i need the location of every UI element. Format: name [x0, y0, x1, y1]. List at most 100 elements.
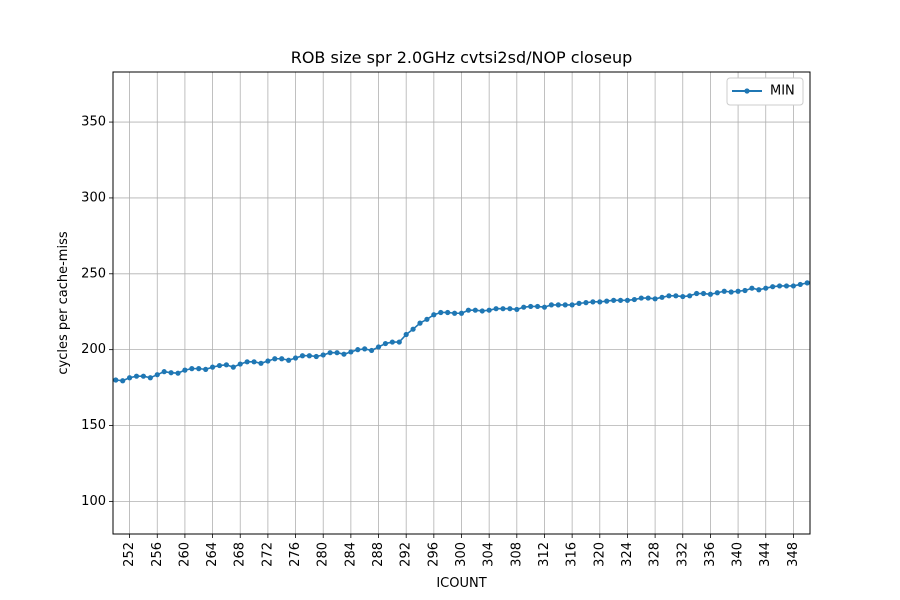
data-point — [258, 360, 264, 366]
data-point — [424, 316, 430, 322]
data-point — [196, 366, 202, 372]
data-point — [569, 302, 575, 308]
data-point — [687, 293, 693, 299]
data-point — [175, 370, 181, 376]
data-point — [804, 280, 810, 286]
data-point — [541, 304, 548, 310]
data-point — [797, 281, 803, 288]
data-point — [445, 309, 451, 316]
data-point — [327, 350, 333, 356]
data-point — [631, 296, 637, 303]
data-point — [140, 373, 147, 379]
y-axis-title: cycles per cache-miss — [56, 231, 71, 374]
data-point — [334, 350, 340, 356]
x-tick-label: 268 — [233, 542, 248, 567]
legend-marker-min — [744, 88, 750, 94]
y-tick-label: 100 — [81, 494, 106, 509]
data-point — [493, 306, 499, 312]
data-point — [500, 306, 506, 312]
y-tick-label: 150 — [81, 418, 106, 433]
chart-title: ROB size spr 2.0GHz cvtsi2sd/NOP closeup — [291, 48, 633, 67]
data-point — [721, 288, 727, 294]
x-tick-label: 284 — [343, 542, 358, 567]
data-point — [216, 362, 223, 369]
data-point — [113, 377, 119, 383]
data-point — [396, 339, 402, 345]
data-point — [479, 308, 485, 314]
data-point — [790, 283, 797, 289]
x-tick-label: 304 — [482, 542, 497, 567]
x-tick-label: 296 — [426, 542, 441, 567]
data-point — [147, 375, 153, 381]
data-point — [555, 302, 561, 308]
x-axis: 252 256 260 264 268 272 276 280 284 288 292 296 300 3… — [122, 534, 801, 567]
x-tick-label: 312 — [537, 542, 552, 567]
x-tick-label: 332 — [675, 542, 690, 567]
data-point — [161, 369, 167, 375]
data-point — [244, 359, 250, 365]
x-tick-label: 344 — [758, 542, 773, 567]
data-point — [562, 302, 568, 308]
data-point — [728, 289, 734, 295]
data-point — [528, 303, 534, 310]
y-axis: 100 150 200 250 300 350 — [81, 115, 113, 509]
data-point — [348, 349, 354, 355]
data-point — [576, 300, 582, 306]
data-point — [355, 347, 361, 353]
data-point — [431, 312, 437, 318]
x-tick-label: 324 — [620, 542, 635, 567]
data-point — [189, 366, 195, 372]
data-point — [604, 298, 610, 304]
data-point — [120, 378, 126, 384]
data-point — [286, 357, 292, 363]
x-axis-title: ICOUNT — [436, 576, 486, 591]
data-point — [776, 283, 783, 289]
data-point — [783, 283, 790, 289]
data-point — [265, 358, 271, 364]
data-point — [763, 285, 769, 291]
x-tick-label: 256 — [150, 542, 165, 567]
x-tick-label: 308 — [509, 542, 524, 567]
data-point — [306, 353, 312, 359]
data-point — [472, 307, 478, 313]
x-tick-label: 272 — [260, 542, 275, 567]
data-point — [209, 364, 216, 370]
data-point — [507, 306, 513, 312]
data-point — [438, 309, 444, 316]
x-tick-label: 252 — [122, 542, 137, 567]
data-point — [126, 375, 133, 381]
x-tick-label: 348 — [786, 542, 801, 567]
data-point — [410, 326, 416, 332]
data-point — [292, 355, 299, 361]
data-point — [369, 347, 375, 354]
data-point — [680, 293, 686, 300]
data-point — [458, 310, 465, 316]
x-tick-label: 276 — [288, 542, 303, 567]
data-point — [272, 356, 278, 362]
data-point — [362, 346, 368, 352]
data-point — [279, 356, 285, 362]
data-point — [590, 299, 596, 305]
data-point — [617, 297, 624, 303]
data-point — [770, 284, 776, 290]
data-point — [756, 287, 762, 293]
x-tick-label: 300 — [454, 542, 469, 567]
data-point — [521, 304, 527, 310]
data-point — [534, 303, 541, 310]
data-point — [403, 331, 409, 338]
x-tick-label: 328 — [648, 542, 663, 567]
data-point — [714, 290, 720, 296]
data-point — [154, 372, 160, 378]
data-point — [624, 297, 631, 303]
data-point — [659, 294, 665, 300]
data-point — [237, 361, 243, 367]
x-tick-label: 264 — [205, 542, 220, 567]
data-point — [168, 370, 174, 376]
data-point — [320, 352, 326, 358]
data-point — [742, 287, 748, 294]
y-tick-label: 250 — [81, 266, 106, 281]
data-point — [133, 373, 140, 379]
data-point — [451, 310, 458, 316]
series-layer — [113, 280, 810, 384]
